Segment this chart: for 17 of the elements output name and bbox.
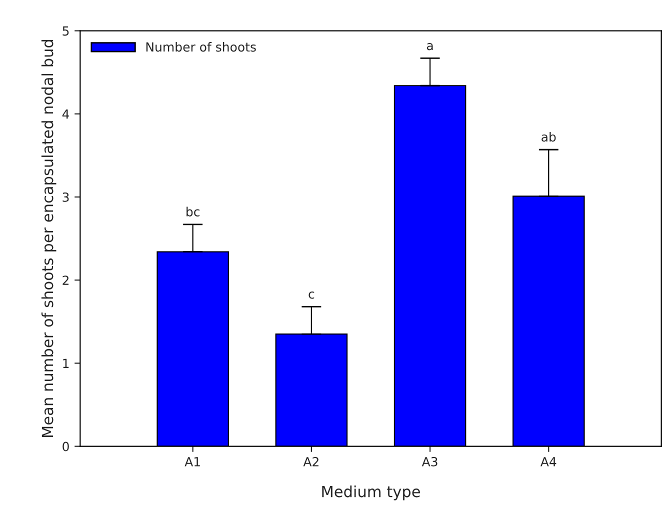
annotation: bc xyxy=(186,206,200,216)
x-tick-label: A4 xyxy=(540,457,556,466)
x-tick-label: A2 xyxy=(303,456,318,466)
annotation: ab xyxy=(542,132,556,142)
legend-label: Number of shoots xyxy=(146,42,256,52)
y-tick-label: 5 xyxy=(62,26,69,36)
y-tick-label: 0 xyxy=(62,442,69,452)
y-tick-label: 3 xyxy=(62,192,69,202)
x-tick-label: A1 xyxy=(184,457,200,466)
y-axis-title: Mean number of shoots per encapsulated nodal bud xyxy=(41,40,56,438)
annotation: a xyxy=(426,43,433,50)
annotation: c xyxy=(308,292,314,299)
y-tick-label: 1 xyxy=(63,358,69,368)
x-axis-title: Medium type xyxy=(322,485,420,500)
x-tick-label: A3 xyxy=(422,456,438,466)
y-tick-label: 4 xyxy=(62,110,70,119)
y-tick-label: 2 xyxy=(62,276,68,285)
